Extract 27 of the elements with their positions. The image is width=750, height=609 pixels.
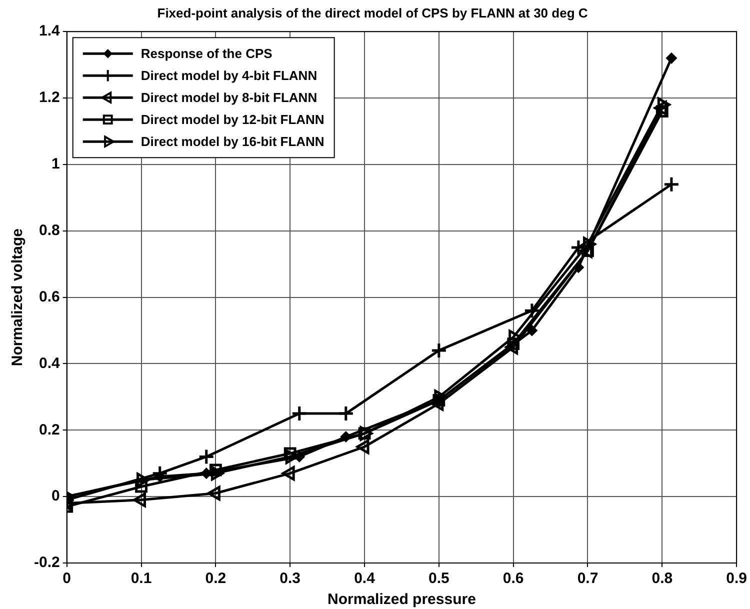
y-axis-title: Normalized voltage [9,228,26,366]
y-tick-label: 1.2 [38,89,60,106]
y-tick-label: -0.2 [34,554,60,572]
y-tick-label: 0.2 [38,421,60,438]
y-tick-label: 1 [52,156,60,173]
y-tick-label: 0.8 [38,222,60,240]
x-tick-label: 0.7 [577,570,598,588]
x-tick-label: 0 [62,570,72,588]
x-tick-label: 0.4 [354,570,376,588]
x-tick-label: 0.1 [130,570,152,588]
chart-title: Fixed-point analysis of the direct model of CPS by FLANN at 30 deg C [157,5,588,20]
x-tick-label: 0.3 [280,570,301,588]
x-tick-label: 0.2 [205,570,226,588]
x-tick-label: 0.5 [428,570,450,588]
y-tick-label: 0 [52,488,60,505]
legend-label: Direct model by 8-bit FLANN [140,90,318,106]
legend-label: Direct model by 12-bit FLANN [140,112,324,128]
y-tick-label: 0.6 [38,288,60,306]
y-tick-label: 0.4 [38,354,60,372]
legend-label: Response of the CPS [140,46,273,62]
x-axis-title: Normalized pressure [328,591,476,608]
x-tick-label: 0.6 [502,570,524,588]
y-tick-label: 1.4 [38,22,60,40]
legend-label: Direct model by 4-bit FLANN [140,68,318,84]
x-tick-label: 0.8 [652,570,673,588]
legend-label: Direct model by 16-bit FLANN [140,134,324,150]
x-tick-label: 0.9 [726,570,748,588]
